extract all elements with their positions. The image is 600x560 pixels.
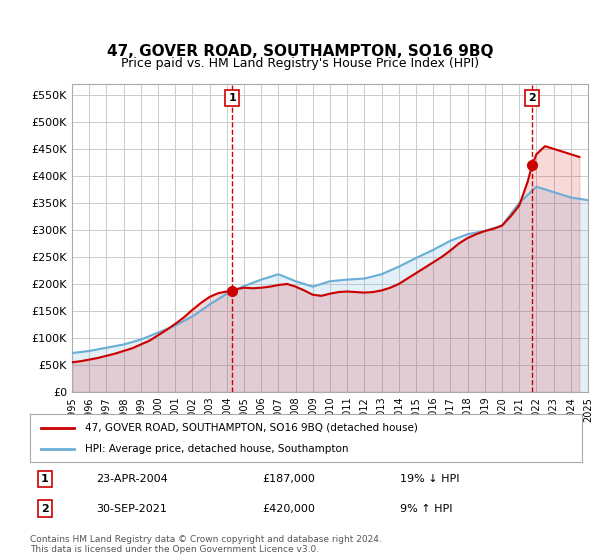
- Text: HPI: Average price, detached house, Southampton: HPI: Average price, detached house, Sout…: [85, 444, 349, 454]
- Text: 2: 2: [528, 93, 536, 103]
- Text: 19% ↓ HPI: 19% ↓ HPI: [400, 474, 460, 484]
- Text: 30-SEP-2021: 30-SEP-2021: [96, 503, 167, 514]
- Text: 23-APR-2004: 23-APR-2004: [96, 474, 168, 484]
- Text: 9% ↑ HPI: 9% ↑ HPI: [400, 503, 452, 514]
- Text: Contains HM Land Registry data © Crown copyright and database right 2024.
This d: Contains HM Land Registry data © Crown c…: [30, 535, 382, 554]
- Text: 1: 1: [228, 93, 236, 103]
- Text: 1: 1: [41, 474, 49, 484]
- Text: 2: 2: [41, 503, 49, 514]
- Text: 47, GOVER ROAD, SOUTHAMPTON, SO16 9BQ (detached house): 47, GOVER ROAD, SOUTHAMPTON, SO16 9BQ (d…: [85, 423, 418, 433]
- Text: £187,000: £187,000: [262, 474, 315, 484]
- Text: £420,000: £420,000: [262, 503, 315, 514]
- Text: Price paid vs. HM Land Registry's House Price Index (HPI): Price paid vs. HM Land Registry's House …: [121, 57, 479, 70]
- Text: 47, GOVER ROAD, SOUTHAMPTON, SO16 9BQ: 47, GOVER ROAD, SOUTHAMPTON, SO16 9BQ: [107, 44, 493, 59]
